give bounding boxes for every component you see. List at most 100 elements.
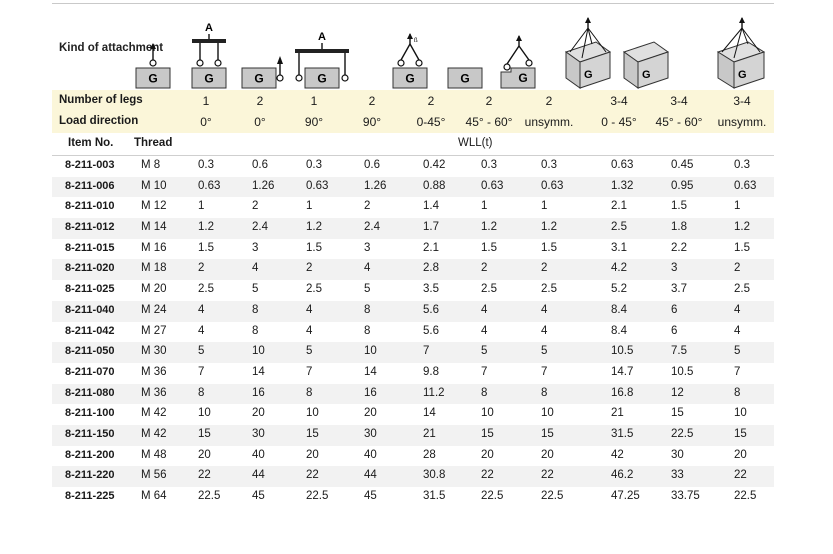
wll-value: 1.8 bbox=[671, 221, 687, 234]
wll-value: 2.5 bbox=[734, 283, 750, 296]
wll-value: 1.32 bbox=[611, 179, 634, 192]
legs-value-7: 2 bbox=[545, 94, 553, 108]
wll-value: 1.2 bbox=[306, 221, 322, 234]
item-number: 8-211-080 bbox=[65, 386, 115, 399]
wll-value: 1.2 bbox=[541, 221, 557, 234]
wll-value: 0.95 bbox=[671, 179, 694, 192]
table-row: 8-211-006 M 10 0.63 1.26 0.63 1.26 0.88 0.63 0.6… bbox=[52, 176, 774, 198]
direction-label: Load direction bbox=[59, 115, 139, 127]
direction-value-2: 0° bbox=[254, 115, 266, 129]
item-number: 8-211-070 bbox=[65, 365, 115, 378]
wll-value: 9.8 bbox=[423, 365, 439, 378]
wll-value: 2 bbox=[198, 262, 205, 275]
item-number: 8-211-042 bbox=[65, 324, 115, 337]
table-row: 8-211-040 M 24 4 8 4 8 5.6 4 4 8.4 6 4 bbox=[52, 300, 774, 322]
direction-value-9: 45° - 60° bbox=[655, 115, 703, 129]
item-number: 8-211-012 bbox=[65, 221, 115, 234]
wll-value: 14.7 bbox=[611, 365, 634, 378]
wll-value: 0.3 bbox=[734, 159, 750, 171]
two-leg-unsymmetric-icon: G bbox=[499, 12, 539, 90]
wll-value: 2.5 bbox=[481, 283, 497, 296]
wll-value: 8 bbox=[252, 324, 259, 337]
direction-value-5: 0-45° bbox=[416, 115, 446, 129]
wll-value: 22.5 bbox=[671, 427, 694, 440]
wll-value: 3.1 bbox=[611, 241, 627, 254]
svg-text:A: A bbox=[318, 31, 326, 43]
wll-value: 0.63 bbox=[306, 179, 329, 192]
wll-value: 10 bbox=[306, 407, 319, 420]
thread-size: M 18 bbox=[141, 262, 167, 275]
legs-value-8: 3-4 bbox=[610, 94, 628, 108]
wll-value: 2 bbox=[541, 262, 548, 275]
wll-value: 1.2 bbox=[481, 221, 497, 234]
table-row: 8-211-015 M 16 1.5 3 1.5 3 2.1 1.5 1.5 3.1 2.2 1.5 bbox=[52, 239, 774, 260]
wll-value: 4 bbox=[364, 262, 371, 275]
thread-size: M 24 bbox=[141, 303, 167, 316]
wll-value: 2.4 bbox=[252, 221, 268, 234]
wll-value: 22 bbox=[198, 469, 211, 482]
wll-value: 22 bbox=[481, 469, 494, 482]
wll-value: 22.5 bbox=[306, 490, 329, 502]
thread-size: M 30 bbox=[141, 345, 167, 358]
table-row: 8-211-003 M 8 0.3 0.6 0.3 0.6 0.42 0.3 0.3 0.63 0.… bbox=[52, 156, 774, 177]
wll-value: 15 bbox=[481, 427, 494, 440]
wll-value: 0.63 bbox=[734, 179, 757, 192]
wll-value: 4.2 bbox=[611, 262, 627, 275]
wll-value: 8 bbox=[364, 303, 371, 316]
wll-value: 12 bbox=[671, 386, 684, 399]
wll-value: 3.7 bbox=[671, 283, 687, 296]
svg-text:ß: ß bbox=[414, 38, 418, 44]
legs-value-6: 2 bbox=[485, 94, 493, 108]
wll-value: 15 bbox=[541, 427, 554, 440]
wll-value: 45 bbox=[364, 490, 377, 502]
wll-value: 0.3 bbox=[541, 159, 557, 171]
wll-value: 0.3 bbox=[198, 159, 214, 171]
item-number: 8-211-200 bbox=[65, 448, 115, 461]
attachment-icons-row: Kind of attachment G G A G G A G ß G G G bbox=[52, 4, 774, 90]
kind-of-attachment-label: Kind of attachment bbox=[59, 42, 164, 54]
table-row: 8-211-070 M 36 7 14 7 14 9.8 7 7 14.7 10.5 7 bbox=[52, 363, 774, 384]
svg-text:G: G bbox=[405, 72, 414, 86]
thread-size: M 14 bbox=[141, 221, 167, 234]
wll-value: 4 bbox=[252, 262, 259, 275]
wll-value: 8.4 bbox=[611, 324, 627, 337]
svg-text:G: G bbox=[584, 69, 593, 81]
wll-value: 33 bbox=[671, 469, 684, 482]
wll-value: 42 bbox=[611, 448, 624, 461]
wll-value: 1.5 bbox=[306, 241, 322, 254]
wll-value: 10 bbox=[481, 407, 494, 420]
wll-value: 1.5 bbox=[541, 241, 557, 254]
wll-value: 4 bbox=[306, 303, 313, 316]
item-number: 8-211-025 bbox=[65, 283, 115, 296]
svg-text:G: G bbox=[148, 72, 157, 86]
item-number: 8-211-040 bbox=[65, 303, 115, 316]
thread-size: M 36 bbox=[141, 365, 167, 378]
table-row: 8-211-100 M 42 10 20 10 20 14 10 10 21 15 10 bbox=[52, 404, 774, 425]
wll-value: 31.5 bbox=[423, 490, 446, 502]
wll-value: 0.88 bbox=[423, 179, 446, 192]
thread-size: M 64 bbox=[141, 490, 167, 502]
item-number: 8-211-220 bbox=[65, 469, 115, 482]
wll-value: 0.3 bbox=[481, 159, 497, 171]
legs-row: Number of legs 1 2 1 2 2 2 2 3-4 3-4 3-4 bbox=[52, 90, 774, 111]
direction-value-10: unsymm. bbox=[717, 115, 767, 129]
wll-value: 8 bbox=[306, 386, 313, 399]
legs-value-2: 2 bbox=[256, 94, 264, 108]
four-leg-box-unsymmetric-icon: G bbox=[714, 12, 768, 90]
header-band: Number of legs 1 2 1 2 2 2 2 3-4 3-4 3-4 Load dir… bbox=[52, 90, 774, 133]
wll-value: 46.2 bbox=[611, 469, 634, 482]
wll-value: 44 bbox=[364, 469, 377, 482]
wll-value: 30 bbox=[364, 427, 377, 440]
wll-value: 22 bbox=[541, 469, 554, 482]
wll-value: 40 bbox=[252, 448, 265, 461]
wll-value: 21 bbox=[423, 427, 436, 440]
wll-value: 22.5 bbox=[198, 490, 221, 502]
wll-value: 8 bbox=[198, 386, 205, 399]
wll-value: 8 bbox=[734, 386, 741, 399]
wll-value: 30.8 bbox=[423, 469, 446, 482]
table-row: 8-211-050 M 30 5 10 5 10 7 5 5 10.5 7.5 5 bbox=[52, 342, 774, 363]
wll-value: 7 bbox=[198, 365, 205, 378]
wll-value: 10 bbox=[541, 407, 554, 420]
wll-value: 2 bbox=[306, 262, 313, 275]
wll-value: 2.5 bbox=[541, 283, 557, 296]
